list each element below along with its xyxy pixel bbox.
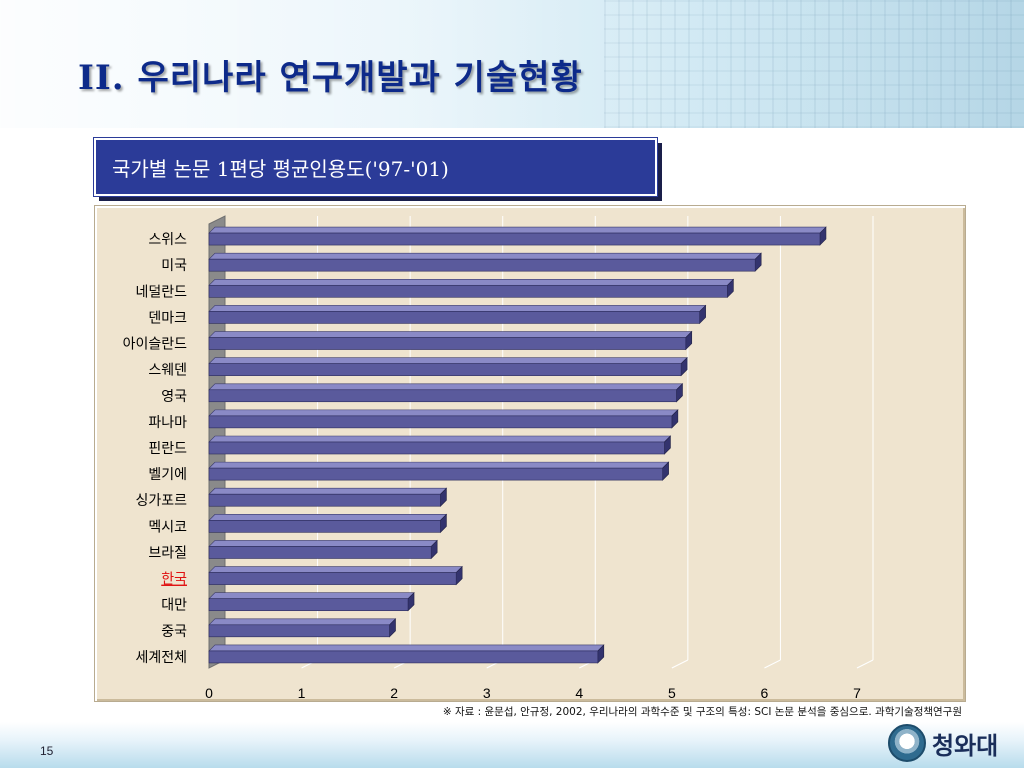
bar: [208, 572, 457, 585]
logo-emblem-icon: [888, 724, 926, 762]
bar: [208, 363, 682, 376]
page-number: 15: [40, 744, 54, 758]
header-fade: [0, 0, 1024, 128]
bar: [208, 232, 821, 246]
bar-top: [208, 592, 415, 600]
category-label: 핀란드: [148, 441, 187, 457]
header-band: [0, 0, 1024, 128]
bar: [208, 415, 673, 429]
source-note: ※ 자료 : 윤문섭, 안규정, 2002, 우리나라의 과학수준 및 구조의 …: [442, 706, 962, 718]
bar: [208, 311, 700, 324]
bar-top: [208, 409, 679, 417]
category-label: 브라질: [148, 545, 187, 561]
category-label: 미국: [161, 258, 187, 274]
category-label: 싱가포르: [135, 493, 187, 509]
slide-title: II. 우리나라 연구개발과 기술현황: [78, 58, 583, 98]
bar-top: [208, 461, 670, 469]
x-tick-label: 5: [668, 685, 676, 701]
bar: [208, 650, 599, 664]
bar: [208, 546, 432, 559]
x-tick-label: 4: [575, 685, 583, 701]
bar: [208, 284, 728, 298]
bar-top: [208, 383, 684, 391]
bar-top: [208, 305, 707, 312]
bar-top: [208, 331, 693, 338]
bar: [208, 389, 677, 403]
category-label: 중국: [161, 624, 187, 640]
category-label: 벨기에: [148, 467, 187, 483]
bar: [208, 467, 663, 481]
bar: [208, 441, 665, 455]
bar: [208, 520, 441, 533]
category-label: 스웨덴: [148, 363, 187, 379]
gridline-floor: [671, 659, 689, 669]
x-tick-label: 1: [298, 685, 306, 701]
x-tick-label: 2: [390, 685, 398, 701]
bar-chart: 0 1 2 3 4 5 6 7 스위스미국네덜란드덴마크아이슬란드스웨덴영국파나마핀란드벨기에싱…: [123, 215, 874, 701]
bar-top: [208, 540, 438, 547]
category-label: 아이슬란드: [123, 337, 188, 353]
bar-top: [208, 226, 827, 234]
category-label: 스위스: [148, 232, 187, 248]
bar-top: [208, 435, 672, 443]
bar-top: [208, 644, 605, 652]
bar: [208, 598, 409, 612]
category-label: 덴마크: [148, 310, 187, 326]
logo: 청와대: [888, 724, 998, 762]
bar-top: [208, 514, 448, 521]
category-label: 세계전체: [135, 650, 187, 666]
x-tick-label: 3: [483, 685, 491, 701]
bar-top: [208, 618, 397, 626]
bar-top: [208, 487, 448, 495]
category-label: 영국: [161, 389, 187, 405]
bar-top: [208, 252, 762, 260]
logo-text: 청와대: [932, 730, 999, 760]
bar-top: [208, 357, 688, 364]
x-tick-label: 7: [853, 685, 861, 701]
gridline-floor: [764, 659, 781, 669]
bar-top: [208, 566, 463, 573]
category-label: 네덜란드: [135, 284, 187, 300]
bar-top: [208, 278, 735, 286]
category-label: 멕시코: [148, 519, 187, 535]
category-label: 대만: [161, 598, 187, 614]
gridline-floor: [856, 659, 874, 669]
x-tick-label: 6: [761, 685, 769, 701]
footer-band: [0, 722, 1024, 768]
chart-title: 국가별 논문 1편당 평균인용도('97-'01): [93, 137, 658, 197]
bar: [208, 337, 687, 350]
category-label: 한국: [161, 572, 187, 588]
bar: [208, 624, 390, 638]
bar: [208, 258, 756, 272]
x-tick-label: 0: [205, 685, 213, 701]
bar: [208, 493, 441, 507]
category-label: 파나마: [148, 415, 187, 431]
